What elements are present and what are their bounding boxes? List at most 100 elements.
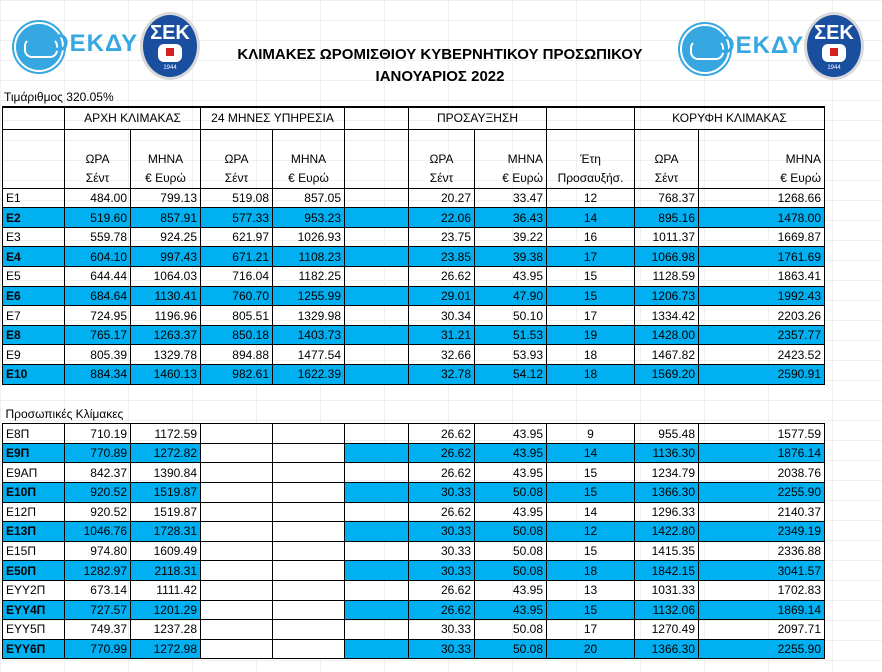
empty-cell xyxy=(65,384,131,404)
start-hour-value: 765.17 xyxy=(64,324,131,346)
top-hour-value: 1467.82 xyxy=(634,344,699,366)
scale-code: Ε13Π xyxy=(2,521,65,542)
increase-years-value: 20 xyxy=(546,638,635,660)
months24-hour-value: 716.04 xyxy=(200,266,273,287)
start-month-value: 1519.87 xyxy=(130,501,201,523)
hdr-start-hour: ΩΡΑ xyxy=(64,149,131,169)
top-month-value: 2140.37 xyxy=(698,501,825,523)
empty-cell xyxy=(272,619,345,640)
empty-cell xyxy=(272,599,345,621)
empty-cell xyxy=(635,384,699,404)
months24-month-value: 953.23 xyxy=(272,207,345,228)
months24-month-value: 1329.98 xyxy=(272,305,345,326)
page-title: ΚΛΙΜΑΚΕΣ ΩΡΟΜΙΣΘΙΟΥ ΚΥΒΕΡΝΗΤΙΚΟΥ ΠΡΟΣΩΠΙ… xyxy=(200,44,680,88)
start-hour-value: 484.00 xyxy=(64,187,131,209)
increase-years-value: 15 xyxy=(546,266,635,287)
top-month-value: 1992.43 xyxy=(698,285,825,307)
empty-cell xyxy=(344,344,409,366)
increase-hour-value: 23.85 xyxy=(408,246,475,268)
top-month-value: 1869.14 xyxy=(698,599,825,621)
sek-logo-text: ΣΕΚ xyxy=(150,22,190,44)
table-row: Ε3 559.78 924.25 621.97 1026.93 23.75 39.22 16 1… xyxy=(2,226,825,248)
index-rate-label: Τιμάριθμος 320.05% xyxy=(4,90,114,104)
hdr-inc-cents: Σέντ xyxy=(408,168,475,189)
increase-month-value: 39.38 xyxy=(474,246,547,268)
start-month-value: 1390.84 xyxy=(130,462,201,483)
top-hour-value: 1415.35 xyxy=(634,540,699,562)
start-hour-value: 724.95 xyxy=(64,305,131,326)
top-hour-value: 768.37 xyxy=(634,187,699,209)
top-hour-value: 1066.98 xyxy=(634,246,699,268)
top-hour-value: 1842.15 xyxy=(634,560,699,581)
increase-month-value: 50.08 xyxy=(474,521,547,542)
increase-hour-value: 26.62 xyxy=(408,579,475,601)
table-row: Ε10Π 920.52 1519.87 30.33 50.08 15 1366.30 2255… xyxy=(2,482,825,503)
oekdy-emblem-icon xyxy=(680,24,730,74)
table-row: Ε13Π 1046.76 1728.31 30.33 50.08 12 1422.80 234… xyxy=(2,521,825,542)
increase-month-value: 53.93 xyxy=(474,344,547,366)
start-hour-value: 710.19 xyxy=(64,423,131,444)
scale-code: Ε10Π xyxy=(2,482,65,503)
hdr-24m-month: ΜΗΝΑ xyxy=(272,149,345,169)
increase-years-value: 14 xyxy=(546,207,635,228)
empty-cell xyxy=(344,442,409,464)
scale-code: ΕΥΥ5Π xyxy=(2,619,65,640)
increase-hour-value: 23.75 xyxy=(408,226,475,248)
scale-code: Ε4 xyxy=(2,246,65,268)
document-header: ΟΕΚΔΥ ΣΕΚ 1944 ΚΛΙΜΑΚΕΣ ΩΡΟΜΙΣΘΙΟΥ ΚΥΒΕΡ… xyxy=(0,0,882,88)
scale-code: ΕΥΥ2Π xyxy=(2,579,65,601)
scale-code: Ε3 xyxy=(2,226,65,248)
increase-hour-value: 26.62 xyxy=(408,599,475,621)
increase-hour-value: 32.78 xyxy=(408,364,475,385)
empty-cell xyxy=(272,442,345,464)
increase-years-value: 12 xyxy=(546,187,635,209)
empty-cell xyxy=(409,404,475,424)
scale-code: ΕΥΥ6Π xyxy=(2,638,65,660)
increase-hour-value: 26.62 xyxy=(408,423,475,444)
empty-cell xyxy=(344,423,409,444)
table-row: Ε12Π 920.52 1519.87 26.62 43.95 14 1296.33 2140… xyxy=(2,501,825,523)
section-row: Προσωπικές Κλίμακες xyxy=(3,404,825,424)
section-label: Προσωπικές Κλίμακες xyxy=(5,406,124,421)
empty-cell xyxy=(200,442,273,464)
start-month-value: 1728.31 xyxy=(130,521,201,542)
increase-years-value: 12 xyxy=(546,521,635,542)
empty-cell xyxy=(200,521,273,542)
top-hour-value: 1569.20 xyxy=(634,364,699,385)
increase-hour-value: 26.62 xyxy=(408,462,475,483)
table-row: Ε15Π 974.80 1609.49 30.33 50.08 15 1415.35 2336… xyxy=(2,540,825,562)
start-hour-value: 842.37 xyxy=(64,462,131,483)
empty-cell xyxy=(344,462,409,483)
empty-cell xyxy=(344,226,409,248)
increase-hour-value: 30.33 xyxy=(408,521,475,542)
increase-hour-value: 32.66 xyxy=(408,344,475,366)
empty-cell xyxy=(344,207,409,228)
increase-years-value: 17 xyxy=(546,305,635,326)
oekdy-logo-left: ΟΕΚΔΥ xyxy=(14,22,137,72)
table-row: Ε4 604.10 997.43 671.21 1108.23 23.85 39.38 17 1… xyxy=(2,246,825,268)
empty-cell xyxy=(699,404,825,424)
empty-cell xyxy=(345,404,409,424)
group-top: ΚΟΡΥΦΗ ΚΛΙΜΑΚΑΣ xyxy=(634,106,825,130)
increase-hour-value: 30.33 xyxy=(408,560,475,581)
increase-years-value: 9 xyxy=(546,423,635,444)
start-month-value: 857.91 xyxy=(130,207,201,228)
start-month-value: 1201.29 xyxy=(130,599,201,621)
start-month-value: 1609.49 xyxy=(130,540,201,562)
hdr-inc-euro: € Ευρώ xyxy=(474,168,547,189)
increase-month-value: 50.08 xyxy=(474,482,547,503)
increase-month-value: 36.43 xyxy=(474,207,547,228)
empty-cell xyxy=(272,540,345,562)
start-hour-value: 805.39 xyxy=(64,344,131,366)
hdr-increases: Προσαυξήσ. xyxy=(546,168,635,189)
start-month-value: 1519.87 xyxy=(130,482,201,503)
empty-cell xyxy=(200,579,273,601)
oekdy-logo-text: ΟΕΚΔΥ xyxy=(50,30,139,57)
increase-hour-value: 20.27 xyxy=(408,187,475,209)
months24-hour-value: 519.08 xyxy=(200,187,273,209)
empty-cell xyxy=(547,404,635,424)
increase-hour-value: 26.62 xyxy=(408,501,475,523)
increase-month-value: 33.47 xyxy=(474,187,547,209)
increase-hour-value: 30.33 xyxy=(408,638,475,660)
increase-month-value: 43.95 xyxy=(474,599,547,621)
